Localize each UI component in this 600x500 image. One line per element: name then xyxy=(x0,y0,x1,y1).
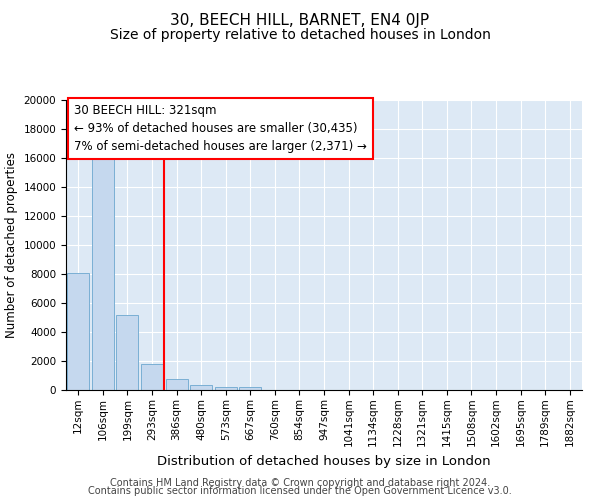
Y-axis label: Number of detached properties: Number of detached properties xyxy=(5,152,18,338)
Text: Contains HM Land Registry data © Crown copyright and database right 2024.: Contains HM Land Registry data © Crown c… xyxy=(110,478,490,488)
Bar xyxy=(215,387,237,390)
Bar xyxy=(239,387,262,390)
Text: Contains public sector information licensed under the Open Government Licence v3: Contains public sector information licen… xyxy=(88,486,512,496)
Bar xyxy=(190,385,212,390)
Text: Size of property relative to detached houses in London: Size of property relative to detached ho… xyxy=(110,28,490,42)
Bar xyxy=(166,379,188,390)
X-axis label: Distribution of detached houses by size in London: Distribution of detached houses by size … xyxy=(157,454,491,468)
Bar xyxy=(141,364,163,390)
Bar xyxy=(116,314,139,390)
Bar xyxy=(67,274,89,390)
Text: 30, BEECH HILL, BARNET, EN4 0JP: 30, BEECH HILL, BARNET, EN4 0JP xyxy=(170,12,430,28)
Text: 30 BEECH HILL: 321sqm
← 93% of detached houses are smaller (30,435)
7% of semi-d: 30 BEECH HILL: 321sqm ← 93% of detached … xyxy=(74,104,367,154)
Bar xyxy=(92,151,114,390)
